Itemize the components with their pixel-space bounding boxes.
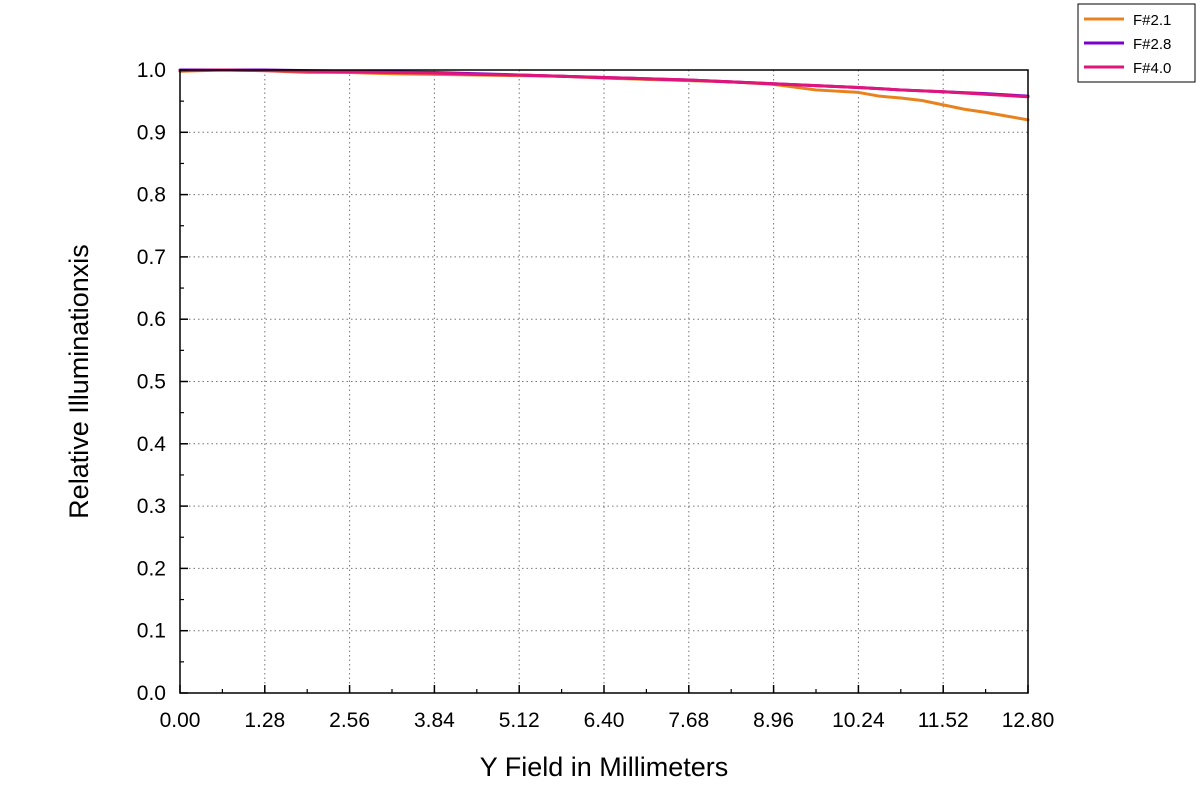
x-tick-label: 5.12 [499, 709, 540, 732]
legend-label-1: F#2.1 [1133, 12, 1171, 29]
x-tick-label: 6.40 [584, 709, 625, 732]
x-tick-label: 0.00 [160, 709, 201, 732]
y-tick-label: 0.2 [137, 557, 166, 580]
x-axis-title: Y Field in Millimeters [480, 752, 729, 782]
x-tick-label: 2.56 [329, 709, 370, 732]
legend-label-2: F#2.8 [1133, 36, 1171, 53]
y-tick-label: 0.3 [137, 495, 166, 518]
x-tick-label: 8.96 [753, 709, 794, 732]
y-tick-label: 0.7 [137, 246, 166, 269]
x-tick-label: 7.68 [668, 709, 709, 732]
y-tick-label: 0.9 [137, 121, 166, 144]
y-tick-label: 0.4 [137, 433, 167, 456]
grid [180, 70, 1028, 693]
x-tick-label: 12.80 [1002, 709, 1055, 732]
y-tick-label: 1.0 [137, 59, 166, 82]
axis-ticks: 0.00 1.28 2.56 3.84 5.12 6.40 7.68 8.96 10.24 11.… [137, 59, 1054, 732]
minor-ticks [180, 100, 987, 693]
x-tick-label: 3.84 [414, 709, 455, 732]
y-axis-title: Relative Illuminationxis [64, 244, 94, 519]
x-tick-label: 1.28 [244, 709, 285, 732]
y-tick-label: 0.8 [137, 184, 166, 207]
y-tick-label: 0.1 [137, 620, 166, 643]
y-tick-label: 0.0 [137, 682, 166, 705]
series-line-3 [178, 68, 1030, 99]
legend-label-3: F#4.0 [1133, 60, 1171, 77]
x-tick-label: 11.52 [918, 709, 969, 732]
y-tick-label: 0.6 [137, 308, 166, 331]
x-tick-label: 10.24 [832, 709, 885, 732]
y-tick-label: 0.5 [137, 371, 166, 394]
series-lines [178, 68, 1030, 122]
legend: F#2.1 F#2.8 F#4.0 [1077, 3, 1196, 83]
